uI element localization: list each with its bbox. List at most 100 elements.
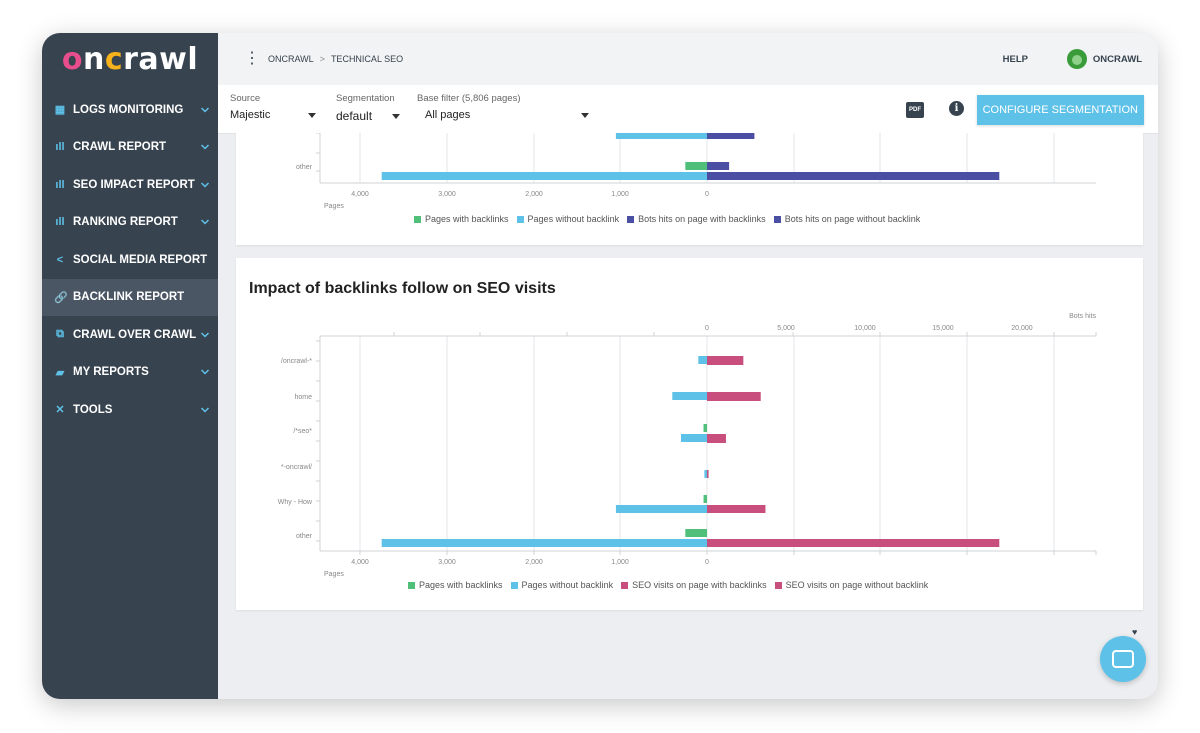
sidebar-item-logs-monitoring[interactable]: ▦ LOGS MONITORING <box>42 91 218 129</box>
segmentation-filter[interactable]: Segmentation default <box>336 93 400 123</box>
sidebar-nav: ▦ LOGS MONITORING ıll CRAWL REPORT ıll SEO IM… <box>42 85 218 429</box>
top-tick-label: 20,000 <box>1011 325 1033 332</box>
sidebar-item-social-media-report[interactable]: < SOCIAL MEDIA REPORT <box>42 241 218 279</box>
chevron-down-icon[interactable] <box>200 105 210 115</box>
bar-chart-icon: ıll <box>55 178 65 191</box>
sidebar-item-crawl-over-crawl[interactable]: ⧉ CRAWL OVER CRAWL <box>42 316 218 354</box>
legend-swatch <box>408 581 415 589</box>
category-label: other <box>296 164 313 171</box>
compare-icon: ⧉ <box>56 328 64 341</box>
top-tick-label: 0 <box>705 325 709 332</box>
x-tick-label: 0 <box>705 191 709 198</box>
x-tick-label: 4,000 <box>351 559 369 566</box>
bar-pages-with-backlinks <box>703 495 707 503</box>
base-filter-value: All pages <box>425 109 471 121</box>
folder-icon: ▰ <box>55 366 65 379</box>
x-axis-label: Pages <box>324 203 344 210</box>
sidebar-item-label: MY REPORTS <box>73 366 149 379</box>
category-label: /*seo* <box>293 428 312 435</box>
breadcrumb-item-project[interactable]: TECHNICAL SEO <box>330 54 404 64</box>
chevron-down-icon[interactable] <box>200 142 210 152</box>
bar-pages-without-backlink <box>680 434 707 442</box>
bar-pages-without-backlink <box>672 392 707 400</box>
sidebar-item-label: RANKING REPORT <box>73 216 178 229</box>
breadcrumb-separator: > <box>319 54 325 64</box>
x-tick-label: 2,000 <box>525 559 543 566</box>
x-tick-label: 3,000 <box>438 191 456 198</box>
bar-seo-visits-with-backlinks <box>707 356 744 365</box>
legend-item-label: SEO visits on page without backlink <box>785 580 929 590</box>
bar-chart-icon: ıll <box>55 216 65 229</box>
breadcrumb-item-oncrawl[interactable]: ONCRAWL <box>268 54 314 64</box>
sidebar-item-label: SOCIAL MEDIA REPORT <box>73 253 208 266</box>
x-axis-label: Pages <box>324 571 344 578</box>
sidebar-item-backlink-report[interactable]: 🔗 BACKLINK REPORT <box>42 278 218 316</box>
chevron-down-icon[interactable] <box>200 180 210 190</box>
share-icon: < <box>56 253 64 266</box>
base-filter[interactable]: Base filter (5,806 pages) All pages <box>417 93 589 121</box>
legend-swatch <box>414 215 421 223</box>
link-icon: 🔗 <box>54 291 68 304</box>
sidebar-item-seo-impact-report[interactable]: ıll SEO IMPACT REPORT <box>42 166 218 204</box>
legend-item-label: Pages without backlink <box>527 214 620 224</box>
bar-bots-hits-with-backlinks <box>707 162 730 170</box>
top-tick-label: 10,000 <box>854 325 876 332</box>
user-menu[interactable]: ONCRAWL <box>1066 49 1142 69</box>
sidebar-item-crawl-report[interactable]: ıll CRAWL REPORT <box>42 129 218 167</box>
chart-legend: Pages with backlinks Pages without backli… <box>406 214 920 224</box>
legend-swatch <box>510 581 518 589</box>
bar-pages-without-backlink-cutoff <box>615 133 707 139</box>
bar-pages-without-backlink <box>615 505 707 513</box>
bar-pages-without-backlink <box>704 470 707 478</box>
pdf-export-icon[interactable]: PDF <box>906 102 924 118</box>
filter-bar: Source Majestic Segmentation default Bas… <box>218 85 1158 134</box>
top-tick-label: 5,000 <box>777 325 795 332</box>
sidebar-item-label: CRAWL OVER CRAWL <box>73 328 197 341</box>
help-link[interactable]: HELP <box>1002 53 1028 65</box>
avatar <box>1066 49 1087 69</box>
bar-pages-with-backlinks <box>685 529 707 537</box>
legend-swatch <box>774 581 782 589</box>
chart-title: Impact of backlinks follow on SEO visits <box>249 280 556 297</box>
chevron-down-icon[interactable] <box>200 217 210 227</box>
bar-bots-hits-without-backlink <box>707 172 1000 180</box>
segmentation-label: Segmentation <box>336 93 395 104</box>
chevron-down-icon[interactable] <box>200 330 210 340</box>
base-filter-label: Base filter (5,806 pages) <box>417 93 521 104</box>
sidebar-item-label: LOGS MONITORING <box>73 103 184 116</box>
category-label: *-oncrawl/ <box>281 464 312 471</box>
x-tick-label: 0 <box>705 559 709 566</box>
tools-icon: ✕ <box>55 404 65 417</box>
x-tick-label: 1,000 <box>611 191 629 198</box>
configure-segmentation-button[interactable]: CONFIGURE SEGMENTATION <box>976 95 1144 125</box>
sidebar-item-label: SEO IMPACT REPORT <box>73 178 195 191</box>
legend-item-label: Pages with backlinks <box>425 214 509 224</box>
top-axis-label: Bots hits <box>1069 313 1096 320</box>
chevron-down-icon[interactable] <box>200 367 210 377</box>
legend-swatch <box>516 215 524 223</box>
source-filter[interactable]: Source Majestic <box>230 93 316 121</box>
breadcrumb: ⋮ ONCRAWL > TECHNICAL SEO <box>244 50 404 67</box>
chevron-down-icon[interactable] <box>200 405 210 415</box>
bar-seo-visits-with-backlinks <box>707 434 726 443</box>
source-value: Majestic <box>230 109 271 121</box>
segmentation-select[interactable]: default <box>336 109 400 123</box>
bar-chart-icon: ıll <box>55 141 65 154</box>
sidebar-item-ranking-report[interactable]: ıll RANKING REPORT <box>42 204 218 242</box>
category-label: /oncrawl-* <box>281 358 312 365</box>
legend-swatch <box>773 215 781 223</box>
top-bar: ⋮ ONCRAWL > TECHNICAL SEO HELP ONCRAWL <box>218 33 1158 85</box>
sidebar-item-tools[interactable]: ✕ TOOLS <box>42 391 218 429</box>
more-vertical-icon[interactable]: ⋮ <box>244 50 260 67</box>
heart-icon: ♥ <box>1132 627 1138 637</box>
x-tick-label: 3,000 <box>438 559 456 566</box>
oncrawl-logo[interactable]: o n c rawl <box>61 41 199 77</box>
bar-bots-hits-cutoff <box>707 133 755 139</box>
info-icon[interactable]: i <box>949 101 964 116</box>
dropdown-caret-icon <box>392 113 400 119</box>
base-filter-select[interactable]: All pages <box>425 109 589 121</box>
sidebar-item-my-reports[interactable]: ▰ MY REPORTS <box>42 354 218 392</box>
chat-launcher-button[interactable] <box>1100 636 1146 682</box>
source-select[interactable]: Majestic <box>230 109 316 121</box>
calendar-icon: ▦ <box>54 104 66 117</box>
